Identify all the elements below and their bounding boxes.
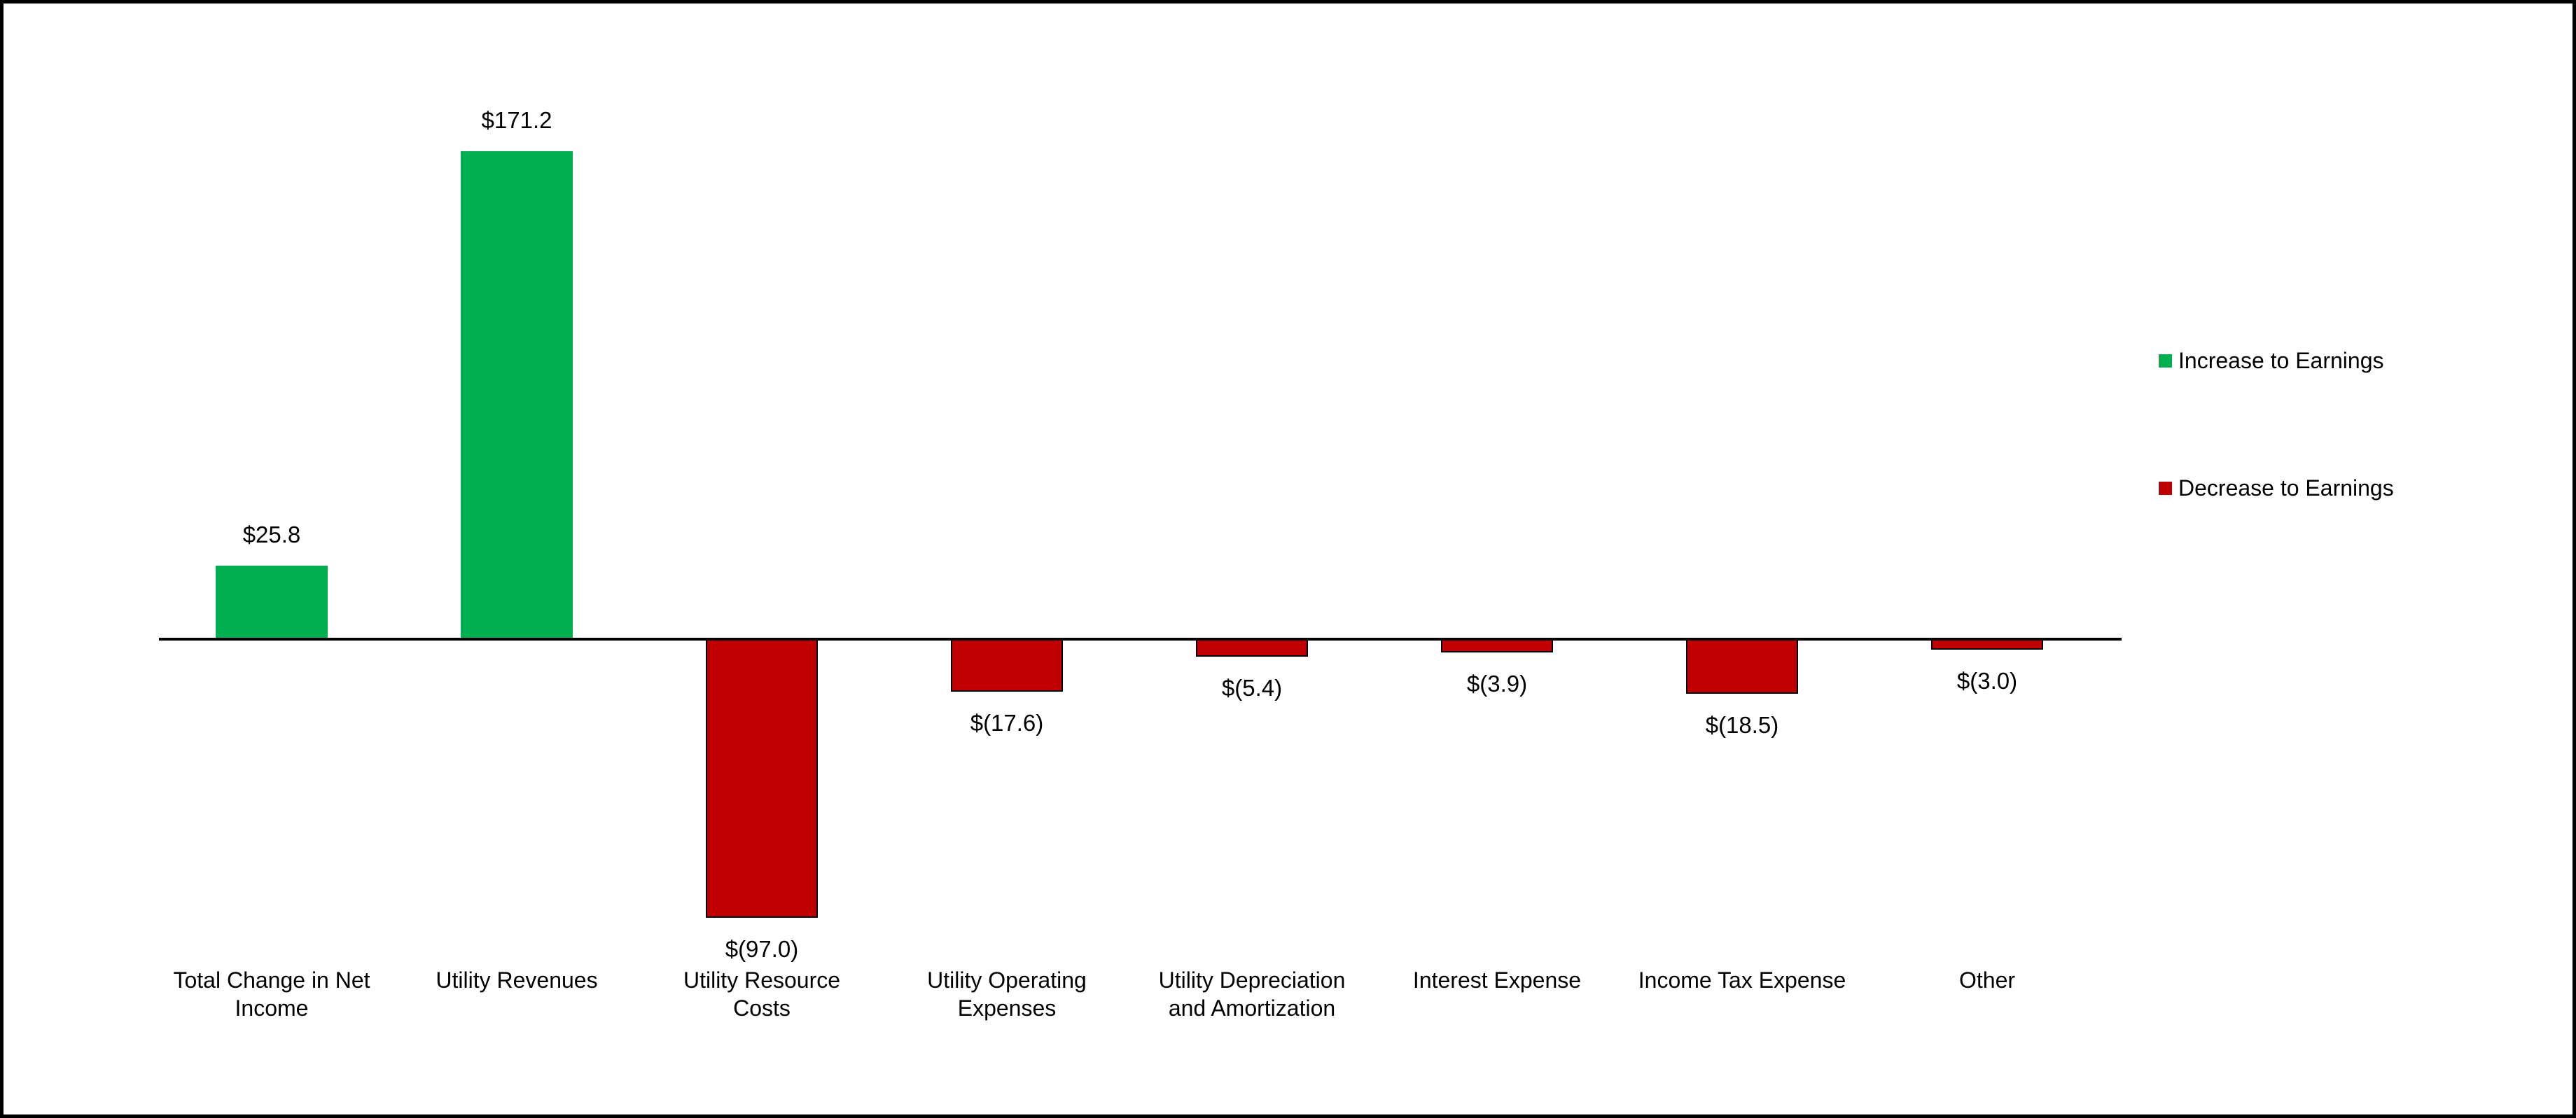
category-label-line: Costs <box>733 995 791 1021</box>
value-label-other: $(3.0) <box>1956 668 2018 694</box>
category-label-total-change-in-net-income: Total Change in Net Income <box>156 966 387 1022</box>
category-label-line: Expenses <box>957 995 1057 1021</box>
category-label-line: Utility Operating <box>927 967 1087 993</box>
category-label-line: Interest Expense <box>1412 967 1582 993</box>
category-label-utility-depreciation-and-amortization: Utility Depreciation and Amortization <box>1136 966 1367 1022</box>
legend-swatch-increase-icon <box>2159 354 2172 368</box>
category-label-other: Other <box>1872 966 2103 994</box>
bar-utility-depreciation-and-amortization <box>1196 639 1308 657</box>
category-label-line: Other <box>1958 967 2016 993</box>
x-axis-line <box>159 638 2122 641</box>
category-label-line: Income <box>235 995 309 1021</box>
legend-label-decrease: Decrease to Earnings <box>2178 475 2394 501</box>
value-label-utility-resource-costs: $(97.0) <box>725 936 799 962</box>
category-label-line: Utility Depreciation <box>1158 967 1346 993</box>
value-label-total-change-in-net-income: $25.8 <box>242 522 301 547</box>
category-label-line: Total Change in Net <box>173 967 370 993</box>
bar-utility-resource-costs <box>706 639 818 918</box>
bar-other <box>1931 639 2043 650</box>
value-label-interest-expense: $(3.9) <box>1466 671 1528 697</box>
legend-item-increase: Increase to Earnings <box>2159 347 2384 375</box>
legend-swatch-decrease-icon <box>2159 481 2172 495</box>
bar-total-change-in-net-income <box>216 566 328 639</box>
category-label-line: Utility Revenues <box>436 967 598 993</box>
category-label-line: Income Tax Expense <box>1638 967 1846 993</box>
value-label-income-tax-expense: $(18.5) <box>1705 712 1779 738</box>
bar-interest-expense <box>1441 639 1553 652</box>
value-label-utility-operating-expenses: $(17.6) <box>970 710 1044 736</box>
legend-label-increase: Increase to Earnings <box>2178 347 2384 373</box>
category-label-line: Utility Resource <box>683 967 841 993</box>
category-label-utility-operating-expenses: Utility Operating Expenses <box>891 966 1122 1022</box>
legend-item-decrease: Decrease to Earnings <box>2159 474 2394 502</box>
category-label-income-tax-expense: Income Tax Expense <box>1627 966 1858 994</box>
category-label-utility-revenues: Utility Revenues <box>401 966 632 994</box>
value-label-utility-revenues: $171.2 <box>481 107 552 133</box>
category-label-utility-resource-costs: Utility Resource Costs <box>646 966 877 1022</box>
value-label-utility-depreciation-and-amortization: $(5.4) <box>1221 675 1283 701</box>
bar-utility-revenues <box>461 151 573 639</box>
bar-income-tax-expense <box>1686 639 1798 694</box>
category-label-interest-expense: Interest Expense <box>1381 966 1613 994</box>
bar-utility-operating-expenses <box>951 639 1063 692</box>
category-label-line: and Amortization <box>1168 995 1336 1021</box>
